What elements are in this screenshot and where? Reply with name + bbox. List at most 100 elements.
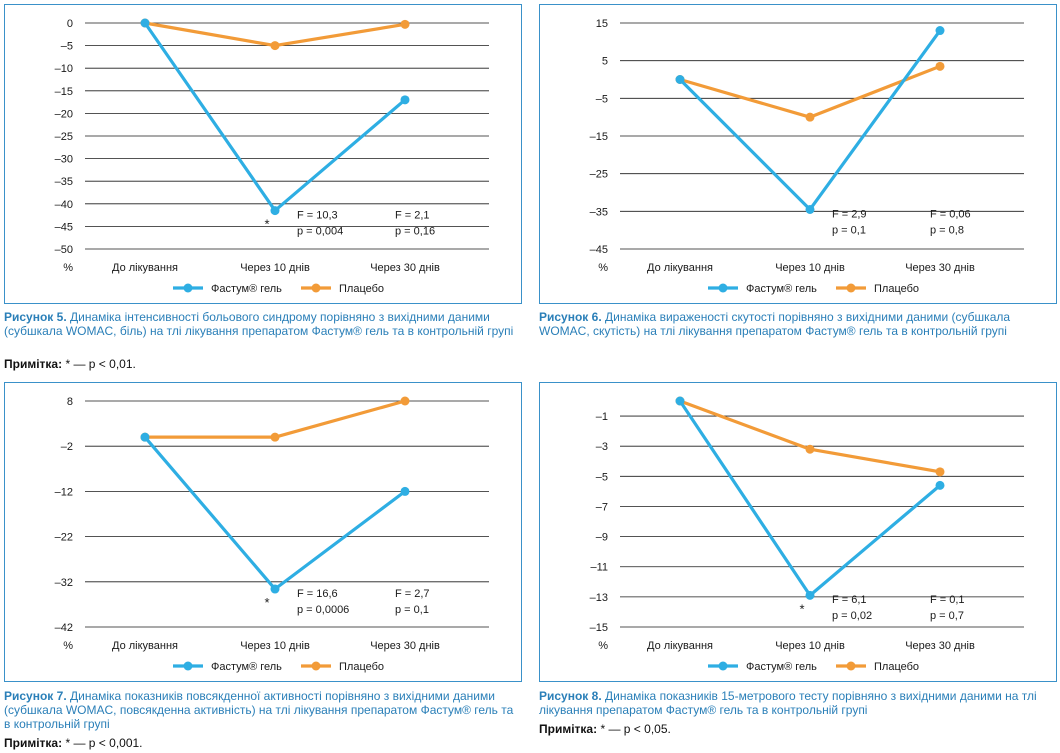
y-tick-label: –40 <box>55 199 73 211</box>
y-tick-label: –15 <box>590 131 608 143</box>
data-point <box>140 432 150 442</box>
data-point <box>400 19 410 29</box>
stat-f-value: F = 6,1 <box>832 594 867 606</box>
line-chart: –1 –3 –5 –7 –9 –11 –13 –15% До лікування Через 10… <box>590 396 1024 673</box>
note-label: Примітка: <box>4 736 63 750</box>
series-line-fastum <box>143 22 407 213</box>
legend-marker <box>311 283 321 293</box>
y-tick-label: –11 <box>590 562 608 574</box>
legend-label: Фастум® гель <box>211 661 282 673</box>
x-tick-label: Через 30 днів <box>370 262 440 274</box>
y-tick-label: –10 <box>55 63 73 75</box>
figure-caption-text: Динаміка вираженості скутості порівняно … <box>539 310 1011 338</box>
legend-marker <box>183 661 193 671</box>
y-tick-label: –25 <box>590 169 608 181</box>
legend-label: Плацебо <box>874 661 919 673</box>
y-tick-label: –50 <box>55 244 73 256</box>
figure-label: Рисунок 6. <box>539 310 602 324</box>
stat-p-value: p = 0,1 <box>395 604 429 616</box>
figure-caption-text: Динаміка показників повсякденної активно… <box>4 689 514 731</box>
data-point <box>140 18 150 28</box>
legend-marker <box>846 661 856 671</box>
data-point <box>805 590 815 600</box>
data-point <box>400 486 410 496</box>
y-tick-label: 8 <box>67 396 73 408</box>
y-tick-label: –9 <box>596 532 608 544</box>
note-text: * — p < 0,001. <box>65 736 143 750</box>
data-point <box>935 467 945 477</box>
y-tick-label: –20 <box>55 108 73 120</box>
data-point <box>400 396 410 406</box>
legend-marker <box>846 283 856 293</box>
x-tick-label: До лікування <box>112 640 178 652</box>
data-point <box>805 204 815 214</box>
legend-label: Плацебо <box>339 283 384 295</box>
series-line-fastum <box>143 436 406 591</box>
data-point <box>675 396 685 406</box>
y-tick-label: –2 <box>61 441 73 453</box>
stat-p-value: p = 0,02 <box>832 610 872 622</box>
legend-label: Плацебо <box>339 661 384 673</box>
x-tick-label: Через 30 днів <box>905 640 975 652</box>
stat-p-value: p = 0,004 <box>297 226 343 238</box>
figure-note: Примітка: * — p < 0,001. <box>4 736 522 750</box>
data-point <box>400 95 410 105</box>
legend-marker <box>718 283 728 293</box>
figure-note: Примітка: * — p < 0,01. <box>4 357 522 371</box>
series-line-fastum <box>678 400 942 597</box>
legend-label: Плацебо <box>874 283 919 295</box>
y-tick-label: –35 <box>590 206 608 218</box>
data-point <box>675 75 685 84</box>
figure-label: Рисунок 8. <box>539 689 602 703</box>
figure-note: Примітка: * — p < 0,05. <box>539 722 1057 736</box>
y-unit-label: % <box>598 262 608 274</box>
legend-marker <box>183 283 193 293</box>
stat-p-value: p = 0,0006 <box>297 604 349 616</box>
y-tick-label: –7 <box>596 501 608 513</box>
stat-f-value: F = 2,1 <box>395 210 430 222</box>
note-label: Примітка: <box>4 357 63 371</box>
y-unit-label: % <box>63 262 73 274</box>
x-tick-label: Через 10 днів <box>775 262 845 274</box>
x-tick-label: До лікування <box>647 262 713 274</box>
data-point <box>270 206 280 216</box>
note-text: * — p < 0,05. <box>600 722 671 736</box>
y-tick-label: –5 <box>596 93 608 105</box>
y-tick-label: –5 <box>596 471 608 483</box>
data-point <box>935 480 945 490</box>
stat-p-value: p = 0,7 <box>930 610 964 622</box>
y-tick-label: 5 <box>602 56 608 68</box>
figure-caption: Рисунок 7. Динаміка показників повсякден… <box>4 689 522 731</box>
y-tick-label: –35 <box>55 176 73 188</box>
x-tick-label: Через 10 днів <box>240 640 310 652</box>
figure-label: Рисунок 7. <box>4 689 67 703</box>
figure-caption: Рисунок 8. Динаміка показників 15-метров… <box>539 689 1057 717</box>
y-tick-label: –1 <box>596 411 608 423</box>
stat-p-value: p = 0,1 <box>832 224 866 236</box>
significance-star: * <box>264 217 269 232</box>
y-tick-label: –32 <box>55 577 73 589</box>
line-chart: 8 –2 –12 –22 –32 –42% До лікування Через 10 дні… <box>55 396 489 673</box>
series-line-placebo <box>145 399 406 439</box>
legend-marker <box>718 661 728 671</box>
stat-f-value: F = 0,06 <box>930 208 971 220</box>
legend-label: Фастум® гель <box>746 661 817 673</box>
x-tick-label: До лікування <box>112 262 178 274</box>
series-line-placebo <box>679 64 941 119</box>
stat-p-value: p = 0,8 <box>930 224 964 236</box>
stat-p-value: p = 0,16 <box>395 226 435 238</box>
y-tick-label: –30 <box>55 154 73 166</box>
y-tick-label: –45 <box>590 244 608 256</box>
y-unit-label: % <box>598 640 608 652</box>
data-point <box>935 26 945 36</box>
data-point <box>935 61 945 71</box>
y-tick-label: 15 <box>596 18 608 30</box>
significance-star: * <box>799 601 804 616</box>
chart-frame: 15 5 –5 –15 –25 –35 –45% До лікування Через 10 д… <box>539 4 1057 304</box>
y-tick-label: –22 <box>55 532 73 544</box>
stat-f-value: F = 0,1 <box>930 594 965 606</box>
stat-f-value: F = 2,9 <box>832 208 867 220</box>
y-tick-label: –15 <box>590 622 608 634</box>
y-tick-label: –3 <box>596 441 608 453</box>
data-point <box>270 584 280 594</box>
